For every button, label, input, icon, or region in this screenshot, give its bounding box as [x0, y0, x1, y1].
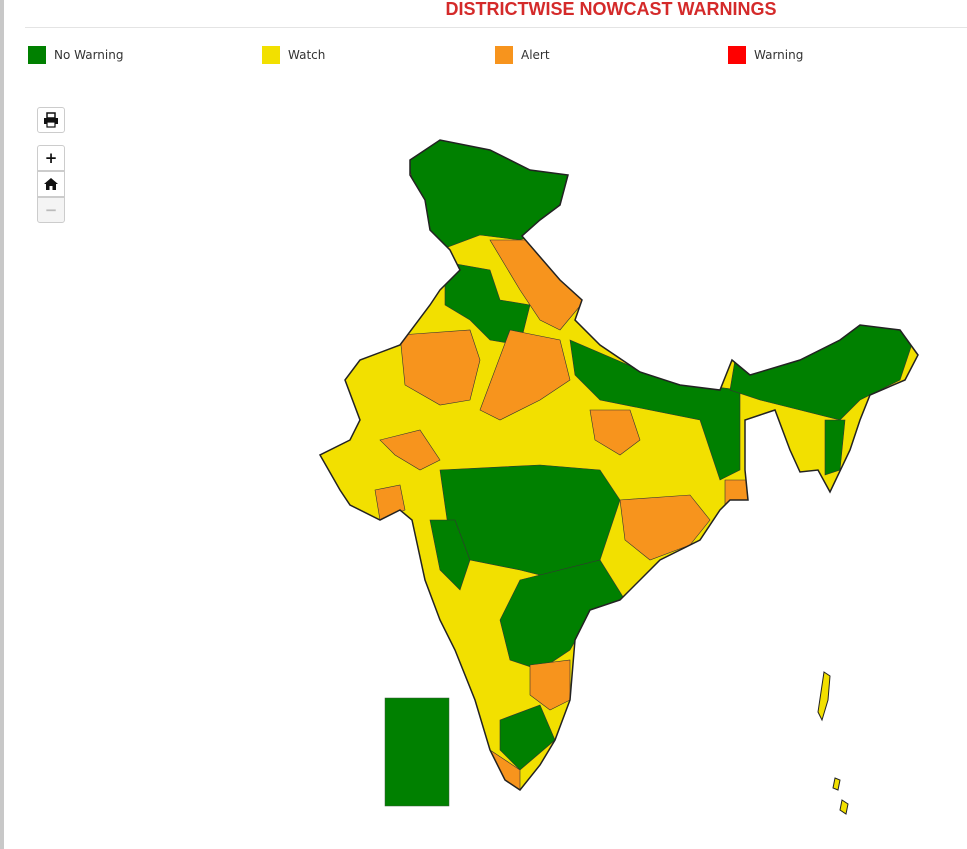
zoom-in-button[interactable]: + — [37, 145, 65, 171]
country-outline — [318, 139, 919, 792]
region — [399, 329, 481, 406]
legend-swatch — [28, 46, 46, 64]
region — [499, 704, 556, 771]
legend-item: Warning — [728, 46, 803, 64]
island — [832, 777, 841, 791]
islands — [817, 671, 849, 815]
legend-item: Alert — [495, 46, 550, 64]
island — [839, 799, 849, 815]
print-button[interactable] — [37, 107, 65, 133]
legend-swatch — [728, 46, 746, 64]
region — [379, 429, 441, 471]
legend-item: No Warning — [28, 46, 123, 64]
home-button[interactable] — [37, 171, 65, 197]
zoom-out-button[interactable]: − — [37, 197, 65, 223]
print-icon — [44, 112, 58, 128]
legend-label: No Warning — [54, 48, 124, 62]
page-title: DISTRICTWISE NOWCAST WARNINGS — [445, 0, 777, 19]
legend-label: Warning — [754, 48, 804, 62]
region — [529, 659, 571, 711]
legend-label: Watch — [288, 48, 326, 62]
legend-label: Alert — [521, 48, 550, 62]
legend-item: Watch — [262, 46, 325, 64]
divider — [25, 27, 967, 28]
region — [479, 329, 571, 421]
lakshadweep-box — [384, 697, 450, 807]
island — [817, 671, 831, 722]
legend-swatch — [495, 46, 513, 64]
home-icon — [44, 178, 58, 190]
legend-swatch — [262, 46, 280, 64]
scrollbar-edge — [0, 0, 4, 849]
region — [499, 559, 626, 671]
region — [589, 409, 641, 456]
region — [429, 519, 471, 591]
